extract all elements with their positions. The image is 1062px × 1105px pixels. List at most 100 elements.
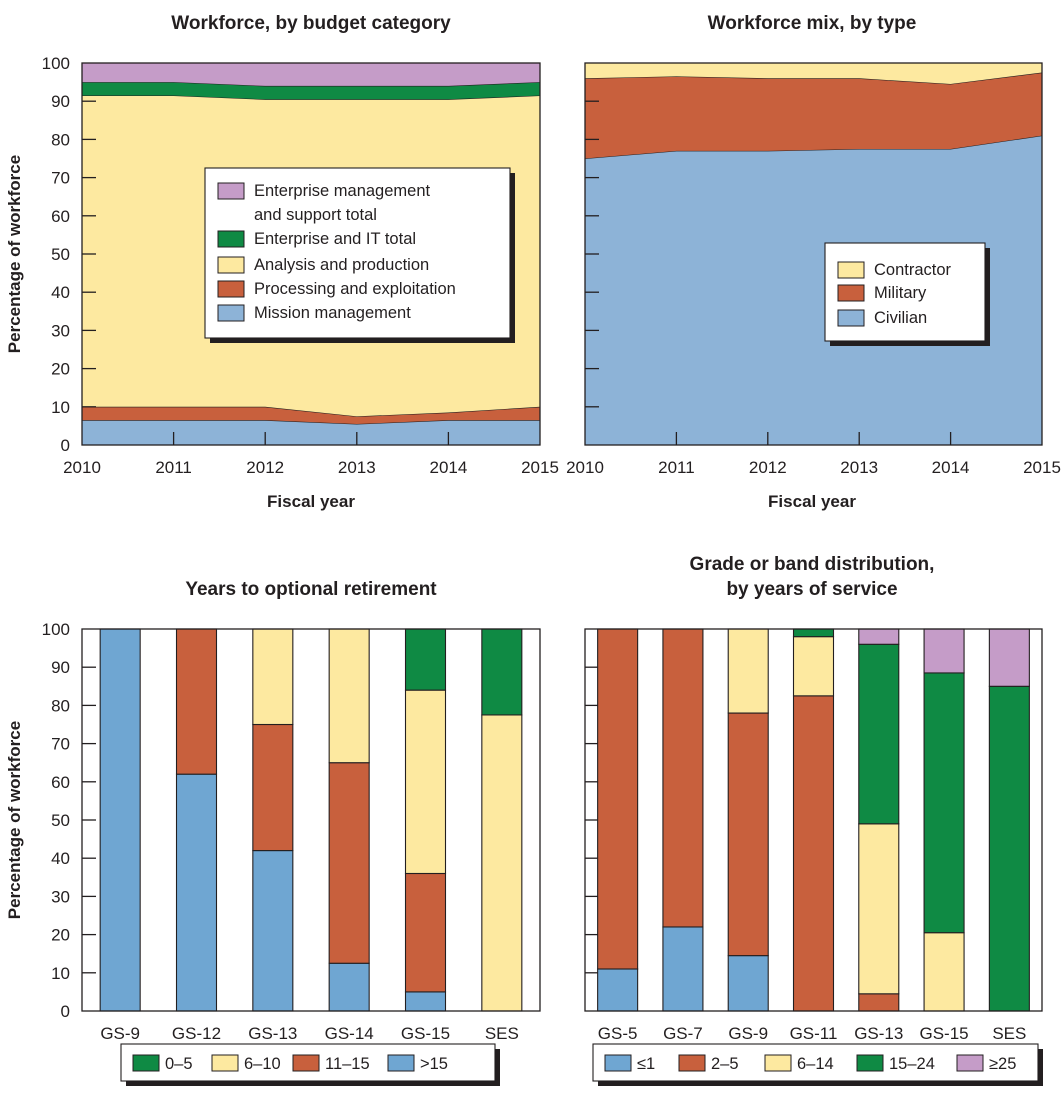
chart1-legend-swatch: [217, 256, 245, 274]
chart4-category-label: SES: [992, 1024, 1026, 1043]
chart3-ytick-label: 60: [51, 773, 70, 792]
chart3-bar-0: [175, 773, 218, 1012]
chart1-area-1: [82, 406, 540, 424]
chart2-xlabel: Fiscal year: [768, 492, 856, 511]
chart4-bar-1: [597, 628, 639, 970]
chart1-ytick-label: 40: [51, 283, 70, 302]
chart3-ytick-label: 100: [42, 620, 70, 639]
chart4-bar-1: [727, 712, 769, 957]
chart3-bar-0: [99, 628, 141, 1012]
chart4-bar-3: [988, 685, 1030, 1012]
chart4-bar-1: [792, 695, 835, 1012]
chart2-area-1: [585, 72, 1042, 159]
chart4-bar-3: [792, 628, 835, 638]
chart1-area-0: [82, 420, 540, 445]
chart3-legend-label: 11–15: [325, 1055, 370, 1073]
chart4-legend: ≤1 2–5 6–14 15–24 ≥25: [592, 1043, 1043, 1086]
chart1-legend-swatch: [217, 230, 245, 248]
chart1-legend-label: Enterprise management: [254, 182, 431, 200]
chart4-legend-label: 15–24: [889, 1055, 935, 1073]
chart3-legend-label: 0–5: [165, 1055, 193, 1073]
chart3-bar-1: [175, 628, 218, 775]
chart2-workforce-mix: 2010 2011 2012 2013 2014 2015: [566, 62, 1061, 477]
chart4-category-label: GS-11: [790, 1024, 838, 1043]
chart4-legend-swatch: [678, 1054, 706, 1072]
chart4-legend-swatch: [956, 1054, 984, 1072]
chart4-legend-swatch: [604, 1054, 632, 1072]
chart2-xtick-label: 2010: [566, 458, 604, 477]
chart4-bar-0: [727, 955, 769, 1012]
chart4-title-line2: by years of service: [726, 579, 897, 600]
chart1-legend-box: [204, 167, 511, 339]
chart4-bar-3: [923, 672, 965, 934]
chart2-legend: Contractor Military Civilian: [824, 242, 990, 346]
chart4-bar-2: [727, 628, 769, 714]
chart4-category-label: GS-15: [920, 1024, 969, 1043]
chart2-xtick-label: 2015: [1023, 458, 1061, 477]
chart3-ytick-label: 10: [51, 964, 70, 983]
chart1-legend-label: Analysis and production: [254, 256, 429, 274]
chart4-bar-4: [988, 628, 1030, 687]
chart3-ytick-label: 0: [61, 1002, 70, 1021]
chart1-ytick-label: 10: [51, 398, 70, 417]
chart3-bar-2: [328, 628, 370, 764]
chart3-legend-swatch: [292, 1054, 320, 1072]
chart1-legend: Enterprise management and support total En…: [204, 167, 515, 343]
chart2-legend-label: Contractor: [874, 261, 952, 279]
chart4-legend-swatch: [856, 1054, 884, 1072]
chart3-ylabel: Percentage of workforce: [5, 721, 24, 919]
chart3-bar-1: [404, 872, 447, 993]
chart4-bar-2: [923, 932, 965, 1012]
chart1-legend-swatch: [217, 182, 245, 200]
chart3-ytick-label: 80: [51, 696, 70, 715]
chart2-title: Workforce mix, by type: [708, 13, 917, 34]
chart1-ytick-label: 0: [61, 436, 70, 455]
chart3-bar-0: [252, 850, 294, 1012]
chart3-legend-label: 6–10: [244, 1055, 281, 1073]
chart4-title-line1: Grade or band distribution,: [690, 554, 935, 575]
chart4-legend-swatch: [764, 1054, 792, 1072]
chart3-bar-2: [252, 628, 294, 726]
chart3-bar-0: [328, 962, 370, 1012]
chart4-bar-2: [858, 823, 900, 995]
chart3-legend-label: >15: [420, 1055, 448, 1073]
chart1-ytick-label: 30: [51, 321, 70, 340]
chart1-xtick-label: 2015: [521, 458, 559, 477]
chart1-ylabel: Percentage of workforce: [5, 155, 24, 353]
chart3-category-label: GS-14: [325, 1024, 374, 1043]
chart1-xtick-label: 2010: [63, 458, 101, 477]
chart1-xlabel: Fiscal year: [267, 492, 355, 511]
chart1-legend-swatch: [217, 304, 245, 322]
chart4-category-label: GS-13: [854, 1024, 903, 1043]
chart3-years-to-retirement: 0 10 20 30 40 50 60 70 80 90 100 GS-9 GS-12 GS-13 GS-1…: [42, 620, 541, 1043]
chart3-title: Years to optional retirement: [185, 579, 437, 600]
chart3-ytick-label: 70: [51, 735, 70, 754]
chart3-ytick-label: 20: [51, 926, 70, 945]
chart3-ytick-label: 40: [51, 849, 70, 868]
chart4-category-label: GS-5: [598, 1024, 638, 1043]
chart3-legend: 0–5 6–10 11–15 >15: [120, 1043, 500, 1086]
chart4-legend-label: ≤1: [637, 1055, 655, 1073]
chart1-legend-label: Processing and exploitation: [254, 280, 456, 298]
chart4-legend-box: [592, 1043, 1039, 1082]
chart1-legend-label: Enterprise and IT total: [254, 230, 416, 248]
chart1-title: Workforce, by budget category: [171, 13, 451, 34]
chart4-grade-distribution: GS-5 GS-7 GS-9 GS-11 GS-13 GS-15 SES: [584, 628, 1043, 1043]
chart4-bar-1: [858, 993, 900, 1012]
chart4-category-label: GS-7: [663, 1024, 703, 1043]
chart2-legend-label: Civilian: [874, 309, 927, 327]
chart1-ytick-label: 80: [51, 130, 70, 149]
chart2-legend-swatch: [837, 309, 865, 327]
chart1-area-4: [82, 63, 540, 86]
chart2-legend-swatch: [837, 261, 865, 279]
chart2-frame: [584, 62, 1043, 446]
chart1-xtick-label: 2012: [246, 458, 284, 477]
chart2-area-0: [585, 135, 1042, 445]
chart2-area-2: [585, 63, 1042, 85]
chart2-xtick-label: 2011: [658, 458, 695, 477]
chart2-legend-swatch: [837, 284, 865, 302]
chart4-bar-1: [662, 628, 704, 928]
chart2-legend-label: Military: [874, 284, 927, 302]
chart1-ytick-label: 60: [51, 207, 70, 226]
